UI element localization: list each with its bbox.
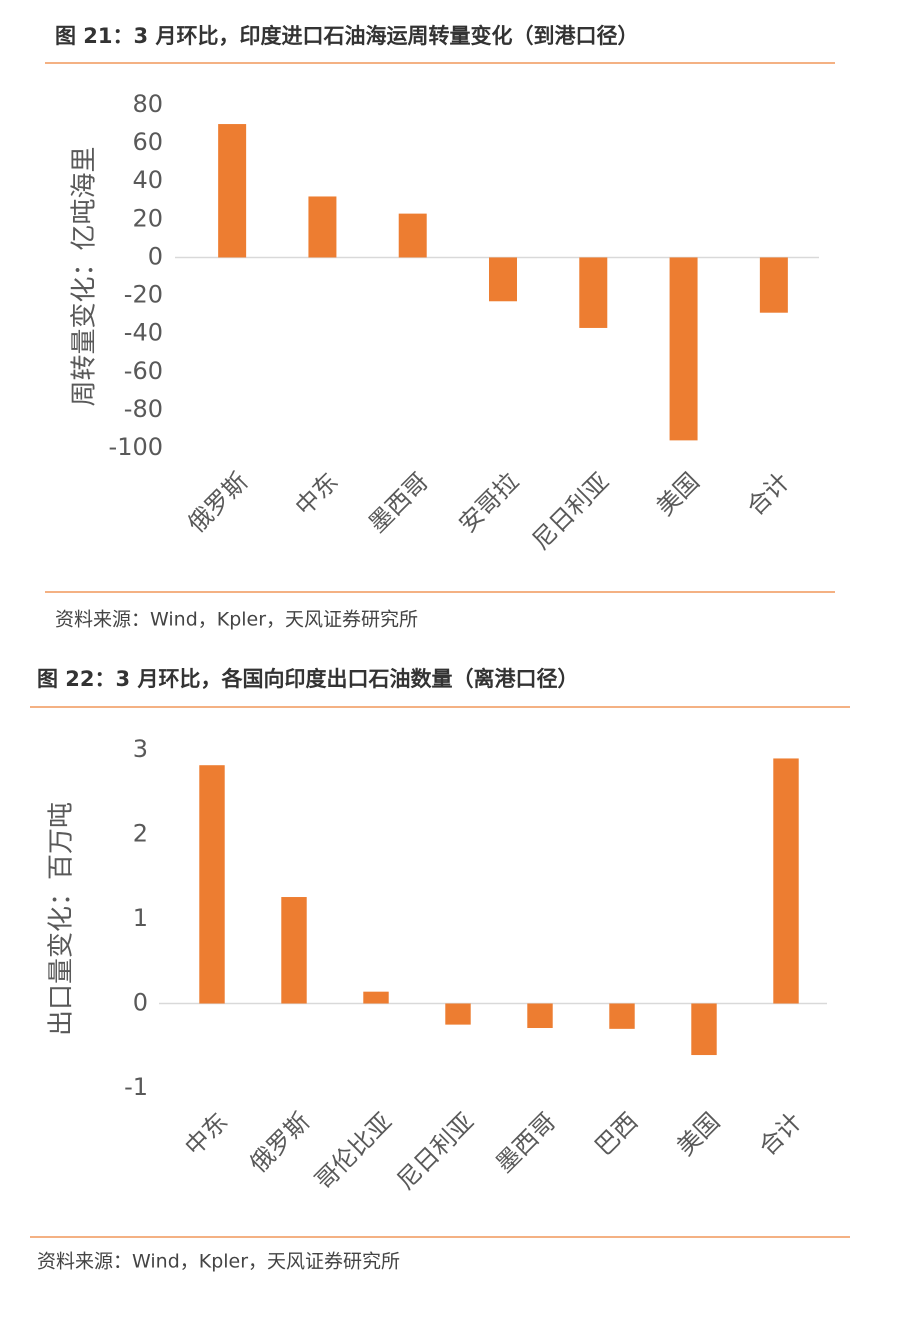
chart-title: 图 22：3 月环比，各国向印度出口石油数量（离港口径）: [37, 667, 578, 691]
y-tick-label: 20: [132, 204, 163, 232]
x-tick-label: 俄罗斯: [183, 467, 254, 538]
y-tick-label: -20: [124, 281, 163, 309]
y-tick-label: -40: [124, 319, 163, 347]
chart-title: 图 21：3 月环比，印度进口石油海运周转量变化（到港口径）: [55, 24, 638, 48]
x-tick-label: 美国: [651, 467, 705, 521]
y-tick-label: 0: [148, 242, 163, 270]
y-tick-label: 0: [133, 989, 148, 1017]
y-tick-label: -100: [109, 433, 163, 461]
bar: [199, 765, 225, 1004]
y-tick-label: 2: [133, 820, 148, 848]
y-tick-label: 60: [132, 128, 163, 156]
source-note: 资料来源：Wind，Kpler，天风证券研究所: [37, 1251, 400, 1273]
bar: [527, 1003, 553, 1029]
y-tick-label: -80: [124, 395, 163, 423]
x-tick-label: 墨西哥: [363, 467, 434, 538]
source-note: 资料来源：Wind，Kpler，天风证券研究所: [55, 609, 418, 631]
bar: [609, 1003, 635, 1029]
x-tick-label: 哥伦比亚: [310, 1107, 398, 1195]
bar: [398, 213, 427, 258]
y-tick-label: 3: [133, 735, 148, 763]
bar: [218, 124, 247, 258]
x-tick-label: 美国: [671, 1107, 725, 1161]
y-tick-label: -1: [124, 1073, 148, 1101]
x-tick-label: 合计: [741, 467, 795, 521]
x-tick-label: 墨西哥: [490, 1107, 561, 1178]
x-tick-label: 俄罗斯: [244, 1107, 315, 1178]
bar: [281, 897, 307, 1004]
bar: [445, 1003, 471, 1025]
bar: [669, 257, 698, 441]
x-tick-label: 中东: [290, 467, 344, 521]
bar: [579, 257, 608, 328]
x-tick-label: 巴西: [589, 1107, 643, 1161]
bar: [489, 257, 517, 302]
bar: [691, 1003, 717, 1056]
y-tick-label: 80: [132, 90, 163, 118]
x-tick-label: 尼日利亚: [392, 1107, 480, 1195]
bar: [363, 991, 389, 1004]
y-tick-label: 1: [133, 904, 148, 932]
y-axis-label: 出口量变化：百万吨: [47, 802, 77, 1036]
y-tick-label: 40: [132, 166, 163, 194]
x-tick-label: 尼日利亚: [527, 467, 615, 555]
y-tick-label: -60: [124, 357, 163, 385]
y-axis-label: 周转量变化：亿吨海里: [70, 146, 100, 406]
bar: [773, 758, 799, 1004]
x-tick-label: 中东: [179, 1107, 233, 1161]
bar: [308, 196, 337, 258]
x-tick-label: 合计: [753, 1107, 807, 1161]
x-tick-label: 安哥拉: [453, 467, 524, 538]
bar: [759, 257, 788, 313]
